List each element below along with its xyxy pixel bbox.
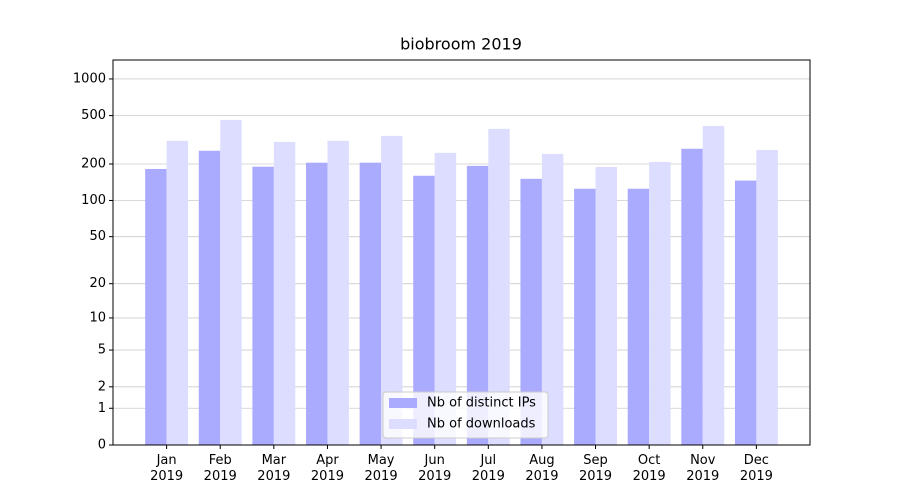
bar (541, 153, 564, 445)
bar (145, 168, 167, 445)
legend-label: Nb of distinct IPs (427, 396, 536, 411)
x-tick-label: Mar 2019 (257, 453, 291, 484)
x-tick-label: Nov 2019 (686, 453, 720, 484)
bar (434, 152, 457, 446)
y-tick-label: 100 (81, 193, 106, 208)
legend-box (382, 391, 549, 439)
bar (734, 180, 757, 445)
x-tick-label: Sep 2019 (578, 453, 613, 484)
legend-swatch (389, 398, 417, 408)
bar (306, 162, 328, 445)
x-tick-label: May 2019 (364, 453, 398, 484)
legend-swatch (389, 419, 417, 429)
y-tick-label: 5 (98, 343, 106, 358)
plot-frame (112, 59, 811, 446)
bar (413, 175, 435, 445)
y-tick-label: 200 (81, 157, 106, 172)
bar (627, 188, 650, 445)
y-tick-label: 1000 (73, 71, 106, 86)
bar (702, 125, 725, 445)
y-tick-label: 0 (98, 438, 106, 453)
x-tick-label: Jan 2019 (150, 453, 184, 484)
y-tick-label: 2 (98, 379, 106, 394)
bar (756, 149, 778, 445)
x-tick-label: Jul 2019 (471, 453, 505, 484)
chart-title: biobroom 2019 (400, 35, 522, 54)
bar (595, 166, 617, 446)
bar (381, 135, 403, 445)
bar (466, 165, 489, 445)
x-tick-label: Jun 2019 (418, 453, 452, 484)
bar (166, 140, 189, 445)
bar (220, 119, 242, 446)
y-tick-label: 10 (89, 310, 106, 325)
bar (488, 128, 510, 445)
x-tick-label: Aug 2019 (525, 453, 559, 484)
y-tick-label: 500 (81, 108, 106, 123)
bar (681, 148, 703, 445)
bar (327, 140, 349, 445)
x-tick-label: Oct 2019 (632, 453, 666, 484)
bar (198, 150, 221, 445)
bar (359, 162, 382, 445)
legend-label: Nb of downloads (427, 417, 536, 432)
bar (252, 166, 274, 446)
y-tick-label: 1 (98, 401, 106, 416)
bar (273, 141, 296, 445)
y-tick-label: 20 (89, 276, 106, 291)
bar (520, 178, 542, 445)
x-tick-label: Apr 2019 (310, 453, 344, 484)
x-tick-label: Dec 2019 (739, 453, 773, 484)
y-tick-label: 50 (89, 229, 106, 244)
x-tick-label: Feb 2019 (203, 453, 237, 484)
legend: Nb of distinct IPs Nb of downloads (382, 391, 549, 439)
bar (649, 161, 671, 445)
bar (574, 188, 596, 445)
